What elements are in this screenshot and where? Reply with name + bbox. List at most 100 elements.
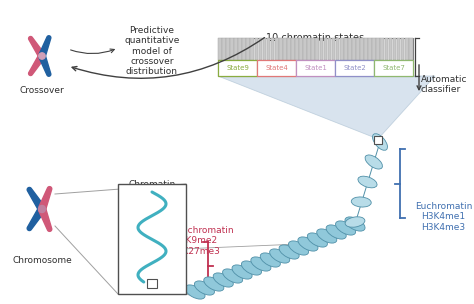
Bar (384, 38, 388, 60)
Bar (335, 60, 374, 76)
Ellipse shape (298, 237, 318, 251)
Bar (356, 38, 360, 60)
Ellipse shape (232, 265, 252, 279)
Ellipse shape (204, 277, 224, 291)
Polygon shape (28, 54, 45, 75)
Bar (381, 38, 384, 60)
Circle shape (39, 53, 45, 59)
Text: State4: State4 (265, 65, 288, 71)
Ellipse shape (336, 221, 356, 235)
Bar (250, 38, 254, 60)
Bar (218, 38, 413, 76)
Ellipse shape (317, 229, 337, 243)
Ellipse shape (365, 155, 383, 169)
Bar (324, 38, 327, 60)
Bar (348, 38, 352, 60)
Ellipse shape (289, 241, 309, 255)
Bar (376, 38, 380, 60)
Ellipse shape (213, 273, 233, 287)
Polygon shape (218, 76, 435, 139)
Ellipse shape (345, 217, 365, 227)
Bar (373, 38, 376, 60)
Bar (307, 38, 311, 60)
Bar (283, 38, 287, 60)
Text: Predictive
quantitative
model of
crossover
distribution: Predictive quantitative model of crossov… (124, 26, 180, 76)
FancyArrowPatch shape (71, 49, 114, 54)
Bar (230, 38, 234, 60)
Bar (295, 38, 299, 60)
Bar (238, 38, 242, 60)
Text: Euchromatin
H3K4me1
H3K4me3: Euchromatin H3K4me1 H3K4me3 (415, 202, 473, 232)
Bar (296, 60, 335, 76)
Polygon shape (27, 188, 45, 211)
Bar (299, 38, 303, 60)
Ellipse shape (373, 134, 387, 150)
Ellipse shape (345, 217, 365, 231)
Bar (364, 38, 368, 60)
Text: State7: State7 (382, 65, 405, 71)
Bar (340, 38, 344, 60)
Bar (275, 38, 279, 60)
Bar (316, 38, 319, 60)
Text: Automatic
classifier: Automatic classifier (421, 74, 467, 94)
Text: Chromosome: Chromosome (12, 256, 72, 265)
Ellipse shape (279, 245, 299, 259)
Bar (246, 38, 250, 60)
Polygon shape (28, 36, 45, 58)
Bar (271, 38, 274, 60)
Bar (279, 38, 283, 60)
Bar (389, 38, 392, 60)
Text: Chromatin: Chromatin (128, 180, 176, 189)
Text: 10 chromatin states: 10 chromatin states (266, 33, 365, 43)
Polygon shape (39, 36, 51, 57)
Text: Heterochromatin
H3K9me2
H3K27me3: Heterochromatin H3K9me2 H3K27me3 (157, 226, 233, 256)
Bar (242, 38, 246, 60)
Text: State2: State2 (343, 65, 366, 71)
Bar (336, 38, 339, 60)
Bar (222, 38, 226, 60)
Bar (360, 38, 364, 60)
Bar (328, 38, 331, 60)
Ellipse shape (251, 257, 271, 271)
Bar (118, 184, 186, 294)
Bar (263, 38, 266, 60)
Bar (257, 60, 296, 76)
Text: State9: State9 (226, 65, 249, 71)
Bar (311, 38, 315, 60)
Bar (259, 38, 262, 60)
Bar (405, 38, 409, 60)
Bar (352, 38, 356, 60)
Polygon shape (27, 207, 45, 230)
Circle shape (38, 206, 46, 212)
Bar (344, 38, 347, 60)
Bar (218, 38, 222, 60)
Bar (409, 38, 412, 60)
Bar (397, 38, 401, 60)
Ellipse shape (307, 233, 328, 247)
Ellipse shape (351, 197, 371, 207)
Ellipse shape (241, 261, 262, 275)
Bar (401, 38, 404, 60)
Text: State1: State1 (304, 65, 327, 71)
Ellipse shape (270, 249, 290, 263)
Bar (291, 38, 295, 60)
Bar (303, 38, 307, 60)
Ellipse shape (223, 269, 243, 283)
Text: Crossover: Crossover (19, 86, 64, 95)
Bar (392, 38, 396, 60)
Polygon shape (39, 55, 51, 76)
Bar (234, 38, 238, 60)
Ellipse shape (260, 253, 280, 267)
Bar (218, 60, 257, 76)
Ellipse shape (326, 225, 346, 239)
Polygon shape (38, 187, 52, 210)
Bar (374, 136, 382, 144)
Ellipse shape (194, 281, 214, 295)
Bar (319, 38, 323, 60)
Bar (332, 38, 336, 60)
Ellipse shape (358, 176, 377, 188)
Bar (374, 60, 413, 76)
Bar (287, 38, 291, 60)
FancyArrowPatch shape (72, 38, 264, 78)
Bar (368, 38, 372, 60)
